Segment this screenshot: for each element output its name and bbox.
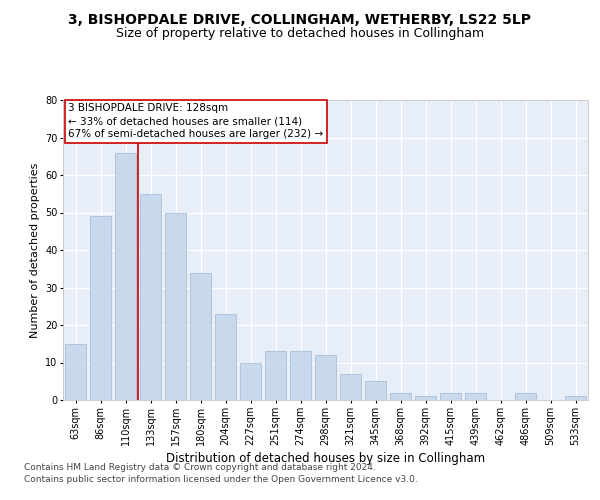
Bar [90,216,111,400]
Bar [65,344,86,400]
Bar [415,396,436,400]
Bar [190,272,211,400]
Y-axis label: Number of detached properties: Number of detached properties [29,162,40,338]
Bar [265,351,286,400]
Bar [465,392,486,400]
Bar [565,396,586,400]
Bar [390,392,411,400]
Bar [440,392,461,400]
Text: 3 BISHOPDALE DRIVE: 128sqm
← 33% of detached houses are smaller (114)
67% of sem: 3 BISHOPDALE DRIVE: 128sqm ← 33% of deta… [68,103,323,140]
Bar [165,212,186,400]
Text: 3, BISHOPDALE DRIVE, COLLINGHAM, WETHERBY, LS22 5LP: 3, BISHOPDALE DRIVE, COLLINGHAM, WETHERB… [68,12,532,26]
Text: Contains public sector information licensed under the Open Government Licence v3: Contains public sector information licen… [24,475,418,484]
Bar [315,355,336,400]
Bar [140,194,161,400]
Text: Size of property relative to detached houses in Collingham: Size of property relative to detached ho… [116,28,484,40]
Bar [365,381,386,400]
Text: Contains HM Land Registry data © Crown copyright and database right 2024.: Contains HM Land Registry data © Crown c… [24,462,376,471]
Bar [115,152,136,400]
Bar [290,351,311,400]
Bar [215,314,236,400]
X-axis label: Distribution of detached houses by size in Collingham: Distribution of detached houses by size … [166,452,485,465]
Bar [240,362,261,400]
Bar [515,392,536,400]
Bar [340,374,361,400]
